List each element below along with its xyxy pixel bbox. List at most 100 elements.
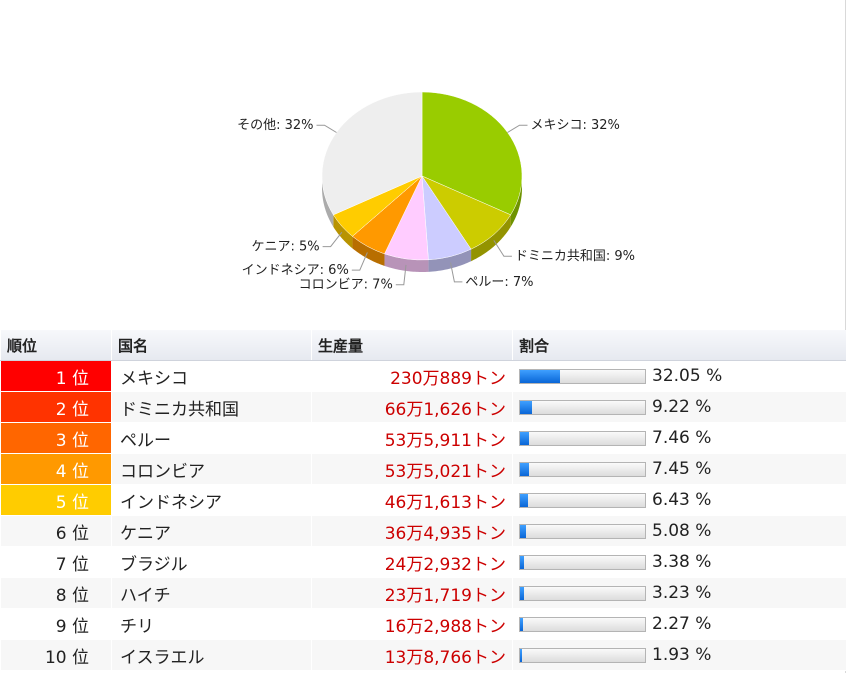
share-bar (519, 585, 646, 601)
header-share: 割合 (512, 330, 846, 361)
pie-slice-side (333, 214, 353, 249)
header-country: 国名 (111, 330, 312, 361)
pie-label: ドミニカ共和国: 9% (515, 249, 635, 264)
header-rank: 順位 (0, 330, 112, 361)
share-bar (519, 647, 646, 663)
header-amount: 生産量 (311, 330, 513, 361)
pie-slice-side (510, 176, 522, 227)
share-text: 9.22 % (652, 397, 712, 417)
pie-slice-side (352, 236, 385, 266)
share-cell: 1.93 % (512, 639, 846, 671)
share-text: 3.23 % (652, 583, 712, 603)
amount-cell: 13万8,766トン (311, 639, 513, 671)
pie-label: ケニア: 5% (251, 240, 319, 255)
country-cell: インドネシア (111, 484, 312, 516)
table-row: 7 位ブラジル 24万2,932トン 3.38 % (0, 546, 846, 578)
table-row: 3 位ペルー 53万5,911トン 7.46 % (0, 422, 846, 454)
share-bar-fill (520, 400, 532, 414)
share-text: 7.45 % (652, 459, 712, 479)
share-bar-fill (520, 431, 529, 445)
share-text: 3.38 % (652, 552, 712, 572)
table-body: 1 位メキシコ 230万889トン 32.05 % 2 位ドミニカ共和国 66万1,62… (0, 360, 846, 671)
share-bar-fill (520, 648, 522, 662)
rank-cell: 8 位 (0, 577, 112, 609)
pie-label: その他: 32% (237, 118, 313, 133)
share-bar (519, 368, 646, 384)
share-text: 1.93 % (652, 645, 712, 665)
pie-leader-line (351, 252, 368, 271)
share-text: 32.05 % (652, 366, 723, 386)
table-row: 6 位ケニア 36万4,935トン 5.08 % (0, 515, 846, 547)
share-bar-fill (520, 617, 523, 631)
share-bar (519, 523, 646, 539)
table-row: 5 位インドネシア 46万1,613トン 6.43 % (0, 484, 846, 516)
pie-slice (421, 91, 523, 216)
pie-leader-line (316, 124, 337, 133)
country-cell: コロンビア (111, 453, 312, 485)
pie-leader-line (450, 262, 463, 283)
share-cell: 7.46 % (512, 422, 846, 454)
pie-slice-side (471, 214, 511, 262)
share-bar (519, 461, 646, 477)
share-text: 7.46 % (652, 428, 712, 448)
pie-leader-line (493, 240, 512, 257)
pie-slice-side (322, 176, 334, 227)
rank-cell: 7 位 (0, 546, 112, 578)
share-bar (519, 616, 646, 632)
share-bar-fill (520, 555, 524, 569)
table-row: 2 位ドミニカ共和国 66万1,626トン 9.22 % (0, 391, 846, 423)
share-cell: 3.23 % (512, 577, 846, 609)
pie-label: コロンビア: 7% (299, 278, 393, 293)
amount-cell: 16万2,988トン (311, 608, 513, 640)
share-bar-fill (520, 493, 528, 507)
share-text: 5.08 % (652, 521, 712, 541)
share-bar (519, 492, 646, 508)
pie-leader-line (507, 124, 528, 133)
share-text: 6.43 % (652, 490, 712, 510)
rank-cell: 9 位 (0, 608, 112, 640)
share-cell: 7.45 % (512, 453, 846, 485)
rank-cell: 5 位 (0, 484, 112, 516)
pie-leader-line (395, 264, 407, 286)
pie-slice (321, 91, 423, 216)
country-cell: ブラジル (111, 546, 312, 578)
amount-cell: 46万1,613トン (311, 484, 513, 516)
rank-cell: 3 位 (0, 422, 112, 454)
pie-slice-side (384, 253, 429, 272)
share-bar-fill (520, 462, 529, 476)
amount-cell: 230万889トン (311, 360, 513, 392)
ranking-table: 順位 国名 生産量 割合 1 位メキシコ 230万889トン 32.05 % 2 位ド… (0, 330, 846, 671)
table-header-row: 順位 国名 生産量 割合 (0, 330, 846, 361)
table-row: 8 位ハイチ 23万1,719トン 3.23 % (0, 577, 846, 609)
country-cell: チリ (111, 608, 312, 640)
share-cell: 3.38 % (512, 546, 846, 578)
rank-cell: 6 位 (0, 515, 112, 547)
share-bar (519, 430, 646, 446)
amount-cell: 53万5,911トン (311, 422, 513, 454)
amount-cell: 23万1,719トン (311, 577, 513, 609)
share-bar-fill (520, 369, 560, 383)
pie-slice-side (428, 249, 472, 272)
share-cell: 6.43 % (512, 484, 846, 516)
share-cell: 32.05 % (512, 360, 846, 392)
pie-leader-line (322, 231, 343, 248)
table-row: 10 位イスラエル 13万8,766トン 1.93 % (0, 639, 846, 671)
share-cell: 2.27 % (512, 608, 846, 640)
pie-label: ペルー: 7% (465, 275, 533, 290)
rank-cell: 2 位 (0, 391, 112, 423)
amount-cell: 24万2,932トン (311, 546, 513, 578)
pie-label: インドネシア: 6% (242, 263, 349, 278)
share-cell: 5.08 % (512, 515, 846, 547)
amount-cell: 53万5,021トン (311, 453, 513, 485)
rank-cell: 1 位 (0, 360, 112, 392)
share-bar-fill (520, 586, 524, 600)
share-bar (519, 399, 646, 415)
share-text: 2.27 % (652, 614, 712, 634)
country-cell: ペルー (111, 422, 312, 454)
rank-cell: 10 位 (0, 639, 112, 671)
share-bar-fill (520, 524, 526, 538)
rank-cell: 4 位 (0, 453, 112, 485)
country-cell: メキシコ (111, 360, 312, 392)
table-row: 1 位メキシコ 230万889トン 32.05 % (0, 360, 846, 392)
